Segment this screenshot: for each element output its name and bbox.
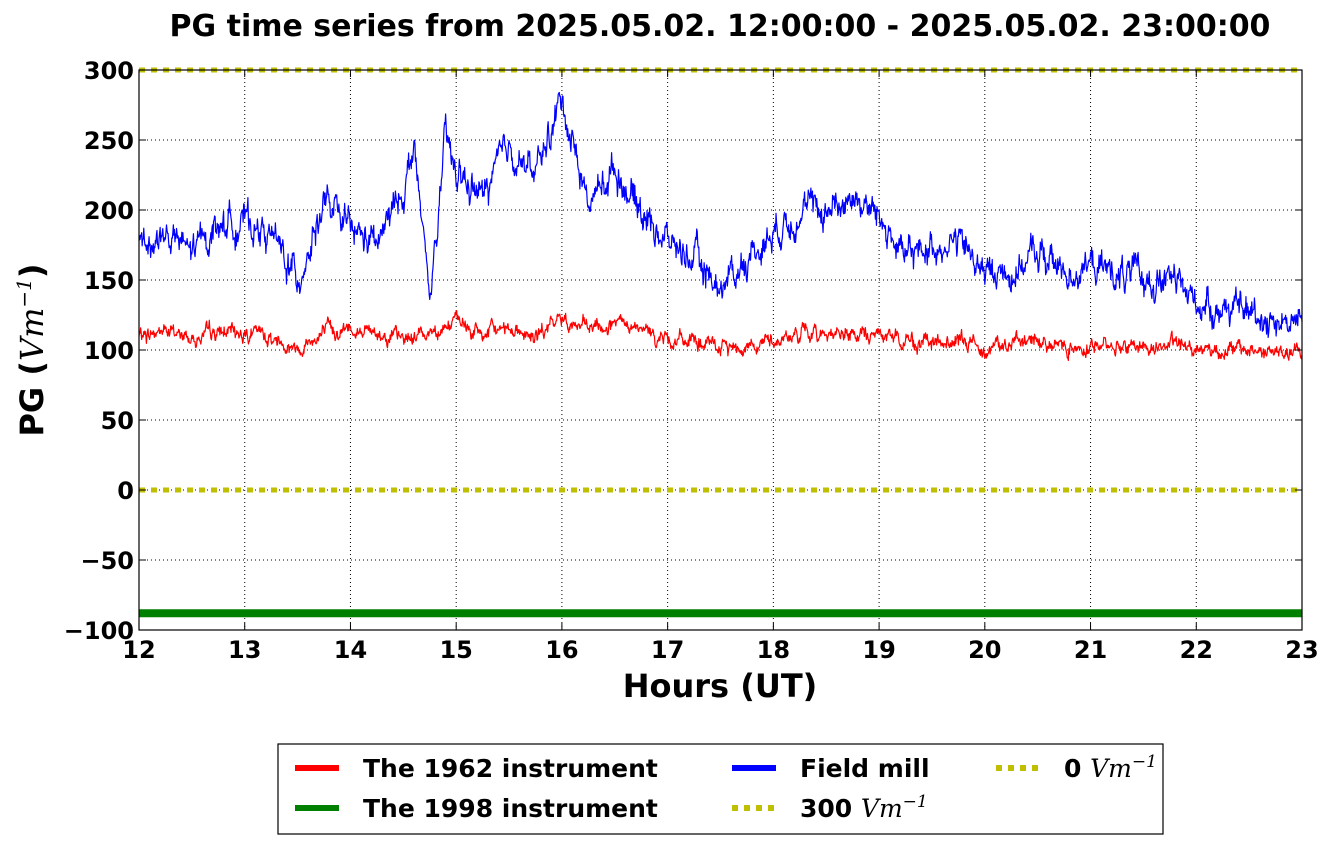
legend-label-exp-4: −1	[1132, 752, 1157, 772]
y-axis-label: PG (Vm−1)	[12, 263, 51, 436]
legend-label-unit-4: Vm	[1090, 754, 1132, 783]
y-axis-label-exponent: −1	[12, 278, 36, 307]
legend-label-3: 300 Vm−1	[800, 792, 928, 823]
y-tick-label-6: 200	[84, 197, 134, 225]
x-tick-label-0: 12	[122, 636, 155, 664]
legend-label-exp-3: −1	[903, 792, 928, 812]
y-axis-label-text: PG (	[13, 361, 51, 436]
y-tick-label-7: 250	[84, 127, 134, 155]
y-tick-label-0: −100	[64, 617, 134, 645]
x-tick-label-11: 23	[1285, 636, 1318, 664]
x-tick-label-8: 20	[968, 636, 1001, 664]
legend-label-0: The 1962 instrument	[363, 754, 658, 783]
series-line-0	[138, 310, 1303, 362]
axis-ticks	[138, 69, 1303, 631]
legend-label-text-1: The 1998 instrument	[363, 794, 658, 823]
legend-label-text-3: 300	[800, 794, 861, 823]
series-lines	[138, 91, 1303, 618]
y-axis-label-unit: Vm	[13, 308, 51, 361]
legend-box	[277, 743, 1164, 835]
y-tick-label-8: 300	[84, 57, 134, 85]
y-axis-label-close: )	[13, 263, 51, 278]
x-tick-labels: 12 13 14 15 16 17 18 19 20 21 22 23	[122, 636, 1318, 664]
legend-label-2: Field mill	[800, 754, 930, 783]
x-tick-label-7: 19	[862, 636, 895, 664]
legend-label-unit-3: Vm	[861, 794, 903, 823]
legend-label-text-0: The 1962 instrument	[363, 754, 658, 783]
x-tick-label-10: 22	[1180, 636, 1213, 664]
x-tick-label-3: 15	[439, 636, 472, 664]
y-tick-label-1: −50	[80, 547, 134, 575]
x-tick-label-5: 17	[651, 636, 684, 664]
legend: The 1962 instrument The 1998 instrument Fi…	[277, 743, 1164, 835]
y-tick-label-5: 150	[84, 267, 134, 295]
y-tick-label-2: 0	[117, 477, 134, 505]
legend-label-1: The 1998 instrument	[363, 794, 658, 823]
x-tick-label-6: 18	[757, 636, 790, 664]
legend-label-text-2: Field mill	[800, 754, 930, 783]
chart-title: PG time series from 2025.05.02. 12:00:00…	[170, 9, 1271, 44]
x-tick-label-1: 13	[228, 636, 261, 664]
y-tick-labels: −100 −50 0 50 100 150 200 250 300	[64, 57, 134, 645]
y-tick-label-3: 50	[101, 407, 134, 435]
x-tick-label-2: 14	[334, 636, 367, 664]
series-line-2	[138, 91, 1303, 339]
y-tick-label-4: 100	[84, 337, 134, 365]
x-tick-label-9: 21	[1074, 636, 1107, 664]
x-axis-label: Hours (UT)	[623, 667, 818, 705]
legend-label-text-4: 0	[1064, 754, 1090, 783]
x-tick-label-4: 16	[545, 636, 578, 664]
legend-label-4: 0 Vm−1	[1064, 752, 1157, 783]
